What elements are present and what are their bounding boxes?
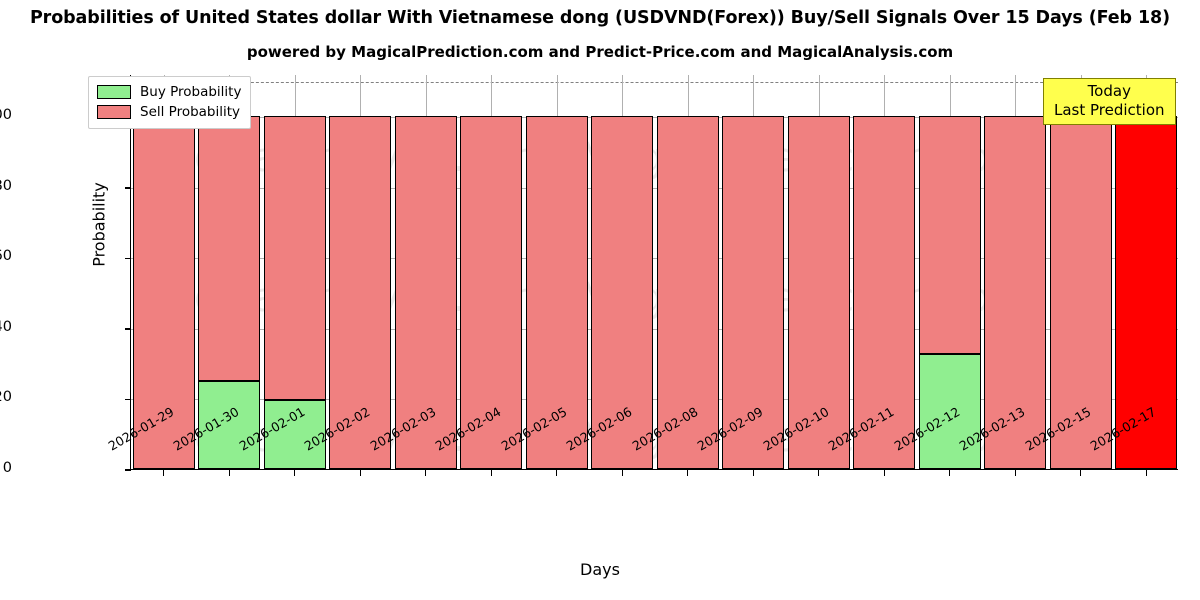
bar-segment-sell: [525, 116, 588, 469]
bar-segment-sell: [132, 116, 195, 469]
bar-segment-sell: [787, 116, 850, 469]
bar-2026-02-09[interactable]: [722, 74, 785, 469]
bar-2026-02-17[interactable]: [1115, 74, 1178, 469]
bar-segment-sell: [656, 116, 719, 469]
x-tick: [883, 470, 885, 476]
legend-swatch-sell: [97, 105, 131, 119]
x-tick: [1014, 470, 1016, 476]
bar-2026-02-10[interactable]: [787, 74, 850, 469]
chart-legend: Buy Probability Sell Probability: [88, 76, 252, 129]
chart-subtitle: powered by MagicalPrediction.com and Pre…: [246, 43, 954, 61]
bar-2026-02-01[interactable]: [263, 74, 326, 469]
x-tick: [621, 470, 623, 476]
bar-segment-today: [1115, 116, 1178, 469]
today-label-line1: Today: [1087, 82, 1131, 100]
legend-item-sell: Sell Probability: [97, 102, 241, 122]
x-tick: [818, 470, 820, 476]
y-tick: [125, 398, 131, 401]
x-tick: [949, 470, 951, 476]
bar-segment-sell: [198, 116, 261, 381]
legend-label-sell: Sell Probability: [140, 104, 241, 120]
y-tick-label: 100: [0, 107, 12, 124]
bar-2026-02-08[interactable]: [656, 74, 719, 469]
y-tick: [125, 328, 131, 330]
x-tick: [359, 470, 361, 476]
legend-label-buy: Buy Probability: [140, 84, 242, 100]
y-tick: [125, 257, 131, 260]
x-tick: [228, 470, 230, 476]
bar-2026-02-02[interactable]: [329, 74, 392, 469]
x-tick: [1080, 470, 1082, 476]
bar-segment-buy: [263, 400, 326, 469]
y-tick: [125, 187, 131, 189]
bar-segment-buy: [198, 380, 261, 469]
gridline-y: [131, 258, 1178, 260]
y-tick-label: 80: [0, 177, 12, 194]
today-annotation: Today Last Prediction: [1043, 78, 1176, 125]
bar-segment-sell: [984, 116, 1047, 469]
bar-2026-02-04[interactable]: [460, 74, 523, 469]
bar-segment-sell: [1049, 116, 1112, 469]
bar-segment-sell: [263, 116, 326, 401]
bar-2026-02-06[interactable]: [591, 74, 654, 469]
y-axis-label: Probability: [89, 182, 109, 267]
legend-swatch-buy: [97, 85, 131, 99]
bar-2026-02-15[interactable]: [1049, 74, 1112, 469]
bar-2026-02-03[interactable]: [394, 74, 457, 469]
x-tick: [490, 470, 492, 476]
x-tick: [294, 470, 296, 476]
bar-segment-sell: [329, 116, 392, 469]
bar-2026-02-05[interactable]: [525, 74, 588, 469]
y-tick-label: 20: [0, 389, 12, 406]
bar-2026-02-12[interactable]: [918, 74, 981, 469]
bar-2026-02-11[interactable]: [853, 74, 916, 469]
today-label-line2: Last Prediction: [1054, 101, 1165, 119]
bar-segment-sell: [918, 116, 981, 355]
bar-segment-sell: [394, 116, 457, 469]
y-tick: [125, 469, 131, 471]
x-tick: [687, 470, 689, 476]
gridline-y: [131, 399, 1178, 401]
legend-item-buy: Buy Probability: [97, 82, 241, 102]
bar-segment-sell: [591, 116, 654, 469]
reference-dashed-line: [131, 82, 1178, 84]
chart-title: Probabilities of United States dollar Wi…: [29, 8, 1171, 28]
bar-2026-02-13[interactable]: [984, 74, 1047, 469]
gridline-y: [131, 328, 1178, 330]
bar-segment-sell: [460, 116, 523, 469]
y-tick-label: 0: [2, 460, 12, 476]
gridline-y: [131, 117, 1178, 119]
x-tick: [163, 470, 165, 476]
x-tick: [752, 470, 754, 476]
x-tick: [556, 470, 558, 476]
x-tick: [1145, 470, 1147, 476]
gridline-y: [131, 187, 1178, 189]
bar-segment-sell: [853, 116, 916, 469]
y-tick-label: 60: [0, 248, 12, 265]
x-axis-label: Days: [580, 560, 620, 579]
bar-segment-buy: [918, 354, 981, 469]
bar-segment-sell: [722, 116, 785, 469]
x-tick: [425, 470, 427, 476]
y-tick-label: 40: [0, 318, 12, 335]
bar-2026-01-29[interactable]: [132, 74, 195, 469]
